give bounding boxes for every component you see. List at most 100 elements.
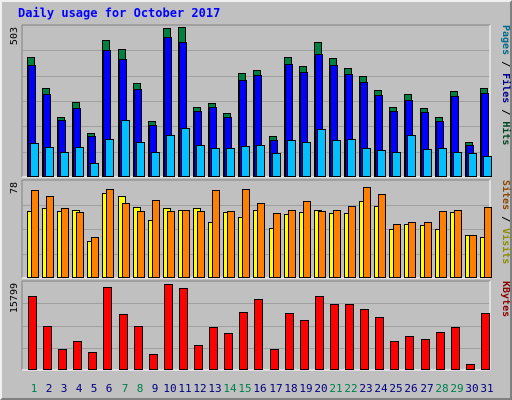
x-tick-label: 21 bbox=[329, 382, 342, 395]
bar-pages bbox=[332, 140, 341, 177]
x-tick-label: 7 bbox=[122, 382, 129, 395]
x-tick-label: 3 bbox=[61, 382, 68, 395]
bar-sites bbox=[288, 210, 296, 278]
bar-kbytes bbox=[315, 296, 324, 370]
x-tick-label: 20 bbox=[314, 382, 327, 395]
legend: Pages / Files / Hits bbox=[500, 25, 512, 145]
series-sites bbox=[31, 187, 492, 278]
bar-kbytes bbox=[103, 287, 112, 370]
x-tick-label: 5 bbox=[91, 382, 98, 395]
bar-pages bbox=[407, 135, 416, 177]
legend-pages: Pages bbox=[500, 25, 511, 55]
bar-kbytes bbox=[375, 317, 384, 370]
x-tick-label: 22 bbox=[344, 382, 357, 395]
x-tick-label: 13 bbox=[208, 382, 221, 395]
bar-sites bbox=[91, 237, 99, 278]
x-tick-label: 8 bbox=[137, 382, 144, 395]
bar-kbytes bbox=[345, 304, 354, 370]
x-tick-label: 14 bbox=[223, 382, 237, 395]
bar-kbytes bbox=[360, 309, 369, 370]
bar-pages bbox=[347, 139, 356, 177]
bar-pages bbox=[392, 152, 401, 177]
bar-kbytes bbox=[405, 336, 414, 370]
x-tick-label: 9 bbox=[152, 382, 159, 395]
x-tick-label: 25 bbox=[389, 382, 402, 395]
panel-kbytes: 15799 KBytes bbox=[9, 280, 511, 371]
panel-hits-files-pages: 503 Pages / Files / Hits bbox=[9, 24, 512, 178]
bar-sites bbox=[408, 222, 416, 278]
bar-kbytes bbox=[466, 364, 475, 370]
bar-kbytes bbox=[390, 341, 399, 370]
bar-kbytes bbox=[270, 349, 279, 370]
bar-sites bbox=[61, 208, 69, 278]
bar-kbytes bbox=[481, 313, 490, 370]
bar-pages bbox=[438, 148, 447, 177]
bar-pages bbox=[483, 156, 492, 177]
bar-pages bbox=[90, 163, 99, 177]
bar-pages bbox=[241, 146, 250, 177]
bar-kbytes bbox=[224, 333, 233, 370]
x-tick-label: 1 bbox=[31, 382, 38, 395]
x-tick-label: 4 bbox=[76, 382, 83, 395]
bar-sites bbox=[76, 212, 84, 278]
bar-sites bbox=[378, 194, 386, 278]
bar-sites bbox=[333, 210, 341, 278]
x-tick-label: 26 bbox=[404, 382, 417, 395]
bar-kbytes bbox=[436, 332, 445, 370]
bar-sites bbox=[106, 189, 114, 278]
bar-kbytes bbox=[451, 327, 460, 370]
x-tick-label: 18 bbox=[284, 382, 297, 395]
y-max-label: 15799 bbox=[9, 283, 20, 313]
bar-sites bbox=[122, 203, 130, 278]
bar-sites bbox=[137, 211, 145, 278]
x-tick-label: 27 bbox=[420, 382, 433, 395]
bar-kbytes bbox=[164, 284, 173, 370]
bar-kbytes bbox=[43, 326, 52, 370]
bar-sites bbox=[318, 211, 326, 278]
series-kbytes bbox=[28, 284, 490, 370]
bar-pages bbox=[136, 142, 145, 177]
bar-kbytes bbox=[194, 345, 203, 370]
bar-sites bbox=[31, 190, 39, 278]
bar-kbytes bbox=[330, 304, 339, 370]
bar-pages bbox=[317, 129, 326, 177]
legend: KBytes bbox=[500, 281, 511, 317]
bar-pages bbox=[30, 143, 39, 177]
bar-sites bbox=[469, 235, 477, 278]
bar-pages bbox=[45, 147, 54, 177]
x-tick-label: 19 bbox=[299, 382, 312, 395]
bar-kbytes bbox=[58, 349, 67, 370]
bar-pages bbox=[272, 153, 281, 177]
bar-sites bbox=[227, 211, 235, 278]
bar-kbytes bbox=[88, 352, 97, 370]
bar-sites bbox=[273, 213, 281, 278]
x-tick-label: 28 bbox=[435, 382, 448, 395]
bar-pages bbox=[256, 145, 265, 177]
bar-sites bbox=[393, 224, 401, 278]
bar-pages bbox=[468, 153, 477, 177]
bar-sites bbox=[303, 201, 311, 278]
bar-pages bbox=[75, 147, 84, 177]
legend: Sites / Visits bbox=[500, 180, 512, 264]
bar-pages bbox=[226, 148, 235, 177]
legend-files: Files bbox=[500, 73, 512, 103]
bar-pages bbox=[60, 152, 69, 177]
bar-kbytes bbox=[134, 326, 143, 370]
legend-hits: Hits bbox=[500, 121, 512, 145]
x-tick-label: 16 bbox=[253, 382, 266, 395]
y-max-label: 78 bbox=[9, 182, 20, 194]
bar-kbytes bbox=[28, 296, 37, 370]
legend-kbytes: KBytes bbox=[500, 281, 511, 317]
x-tick-label: 24 bbox=[374, 382, 388, 395]
bar-pages bbox=[105, 139, 114, 177]
x-tick-label: 10 bbox=[163, 382, 176, 395]
bar-kbytes bbox=[149, 354, 158, 370]
bar-kbytes bbox=[239, 312, 248, 370]
bar-kbytes bbox=[421, 339, 430, 370]
bar-sites bbox=[257, 203, 265, 278]
x-tick-label: 12 bbox=[193, 382, 206, 395]
bar-sites bbox=[484, 207, 492, 278]
legend-visits: Visits bbox=[500, 228, 512, 264]
x-tick-label: 30 bbox=[465, 382, 478, 395]
